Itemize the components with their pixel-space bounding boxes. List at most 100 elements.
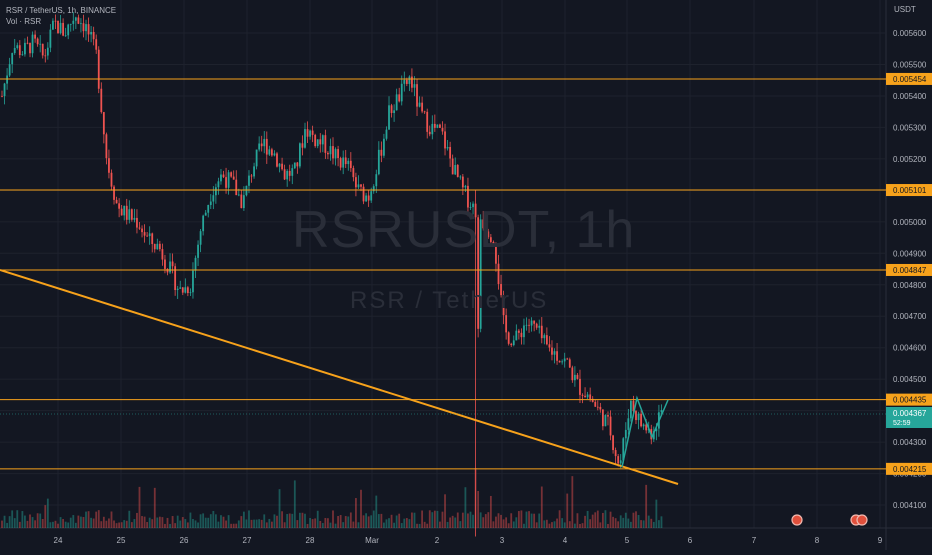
candle-body: [82, 23, 85, 32]
volume-bar: [232, 523, 235, 528]
candle-body: [171, 261, 174, 267]
volume-bar: [120, 522, 123, 528]
candle-body: [299, 143, 301, 167]
price-tick-label: 0.005300: [893, 123, 927, 132]
candle-body: [624, 429, 627, 439]
candle-body: [227, 172, 230, 188]
volume-bar: [52, 521, 54, 528]
candle-body: [449, 146, 452, 159]
volume-bar: [151, 519, 154, 528]
level-price-tag: [886, 184, 932, 197]
candle-body: [85, 24, 87, 32]
volume-bar: [276, 515, 278, 528]
volume-bar: [540, 486, 543, 528]
price-tick-label: 0.004300: [893, 438, 927, 447]
candle-body: [39, 43, 42, 45]
volume-bar: [586, 510, 589, 528]
volume-bar: [383, 522, 385, 528]
candle-body: [459, 176, 462, 178]
candle-body: [115, 199, 118, 204]
candle-body: [69, 23, 72, 25]
volume-bar: [538, 513, 541, 528]
candle-body: [59, 22, 62, 34]
volume-bar: [612, 516, 614, 528]
volume-bar: [194, 520, 197, 528]
candle-body: [212, 195, 215, 202]
candle-body: [571, 367, 574, 381]
volume-bar: [609, 511, 612, 528]
candle-body: [581, 394, 584, 396]
candle-body: [230, 172, 233, 177]
candle-body: [16, 45, 19, 49]
candle-body: [324, 135, 327, 153]
candle-body: [365, 195, 367, 202]
volume-bar: [579, 523, 581, 528]
volume-bar: [85, 511, 87, 528]
candle-body: [74, 17, 77, 21]
volume-bar: [283, 522, 286, 528]
price-tick-label: 0.005200: [893, 155, 927, 164]
candle-body: [306, 129, 309, 137]
volume-bar: [113, 520, 115, 528]
volume-bar: [207, 517, 210, 528]
candle-body: [543, 335, 546, 339]
candle-body: [431, 123, 434, 135]
volume-bar: [136, 512, 138, 528]
candle-body: [390, 105, 393, 113]
volume-bar: [255, 519, 258, 528]
volume-bar: [199, 514, 202, 528]
candle-body: [423, 111, 426, 113]
volume-bar: [365, 513, 367, 528]
volume-bar: [489, 495, 492, 528]
candle-body: [273, 153, 276, 156]
candle-body: [512, 340, 515, 346]
candle-body: [558, 360, 561, 363]
time-tick-label: 8: [815, 536, 820, 545]
volume-bar: [21, 511, 24, 528]
volume-bar: [515, 517, 518, 528]
candle-body: [479, 219, 482, 329]
candle-body: [472, 203, 474, 208]
candle-body: [441, 127, 444, 132]
volume-bar: [357, 522, 360, 528]
candle-body: [627, 418, 630, 430]
volume-bar: [31, 517, 34, 528]
candle-body: [288, 170, 291, 176]
volume-bar: [344, 516, 347, 528]
legend-symbol[interactable]: RSR / TetherUS, 1h, BINANCE: [6, 6, 117, 15]
price-tick-label: 0.005500: [893, 60, 927, 69]
volume-bar: [563, 522, 566, 528]
volume-bar: [367, 516, 370, 528]
volume-bar: [16, 510, 19, 528]
candle-body: [576, 374, 579, 379]
volume-bar: [184, 519, 187, 528]
volume-bar: [169, 523, 171, 528]
candle-body: [232, 176, 235, 180]
volume-bar: [533, 513, 536, 528]
candle-body: [352, 168, 355, 178]
candle-body: [530, 320, 533, 326]
candle-body: [405, 79, 408, 84]
time-tick-label: 27: [243, 536, 252, 545]
legend-volume[interactable]: Vol · RSR: [6, 17, 42, 26]
volume-bar: [454, 517, 457, 528]
volume-bar: [125, 520, 128, 528]
volume-bar: [324, 517, 327, 528]
volume-bar: [74, 522, 77, 528]
candle-body: [548, 344, 551, 348]
volume-bar: [146, 522, 149, 528]
candle-body: [90, 31, 93, 35]
candle-body: [62, 22, 65, 36]
volume-bar: [29, 514, 31, 528]
volume-bar: [642, 520, 645, 528]
candle-body: [332, 146, 334, 159]
candle-body: [67, 24, 70, 36]
candle-body: [113, 186, 115, 200]
volume-bar: [176, 515, 179, 528]
volume-bar: [314, 518, 317, 528]
last-price-value: 0.004367: [893, 409, 927, 418]
candle-body: [622, 438, 625, 461]
candle-body: [105, 134, 108, 159]
